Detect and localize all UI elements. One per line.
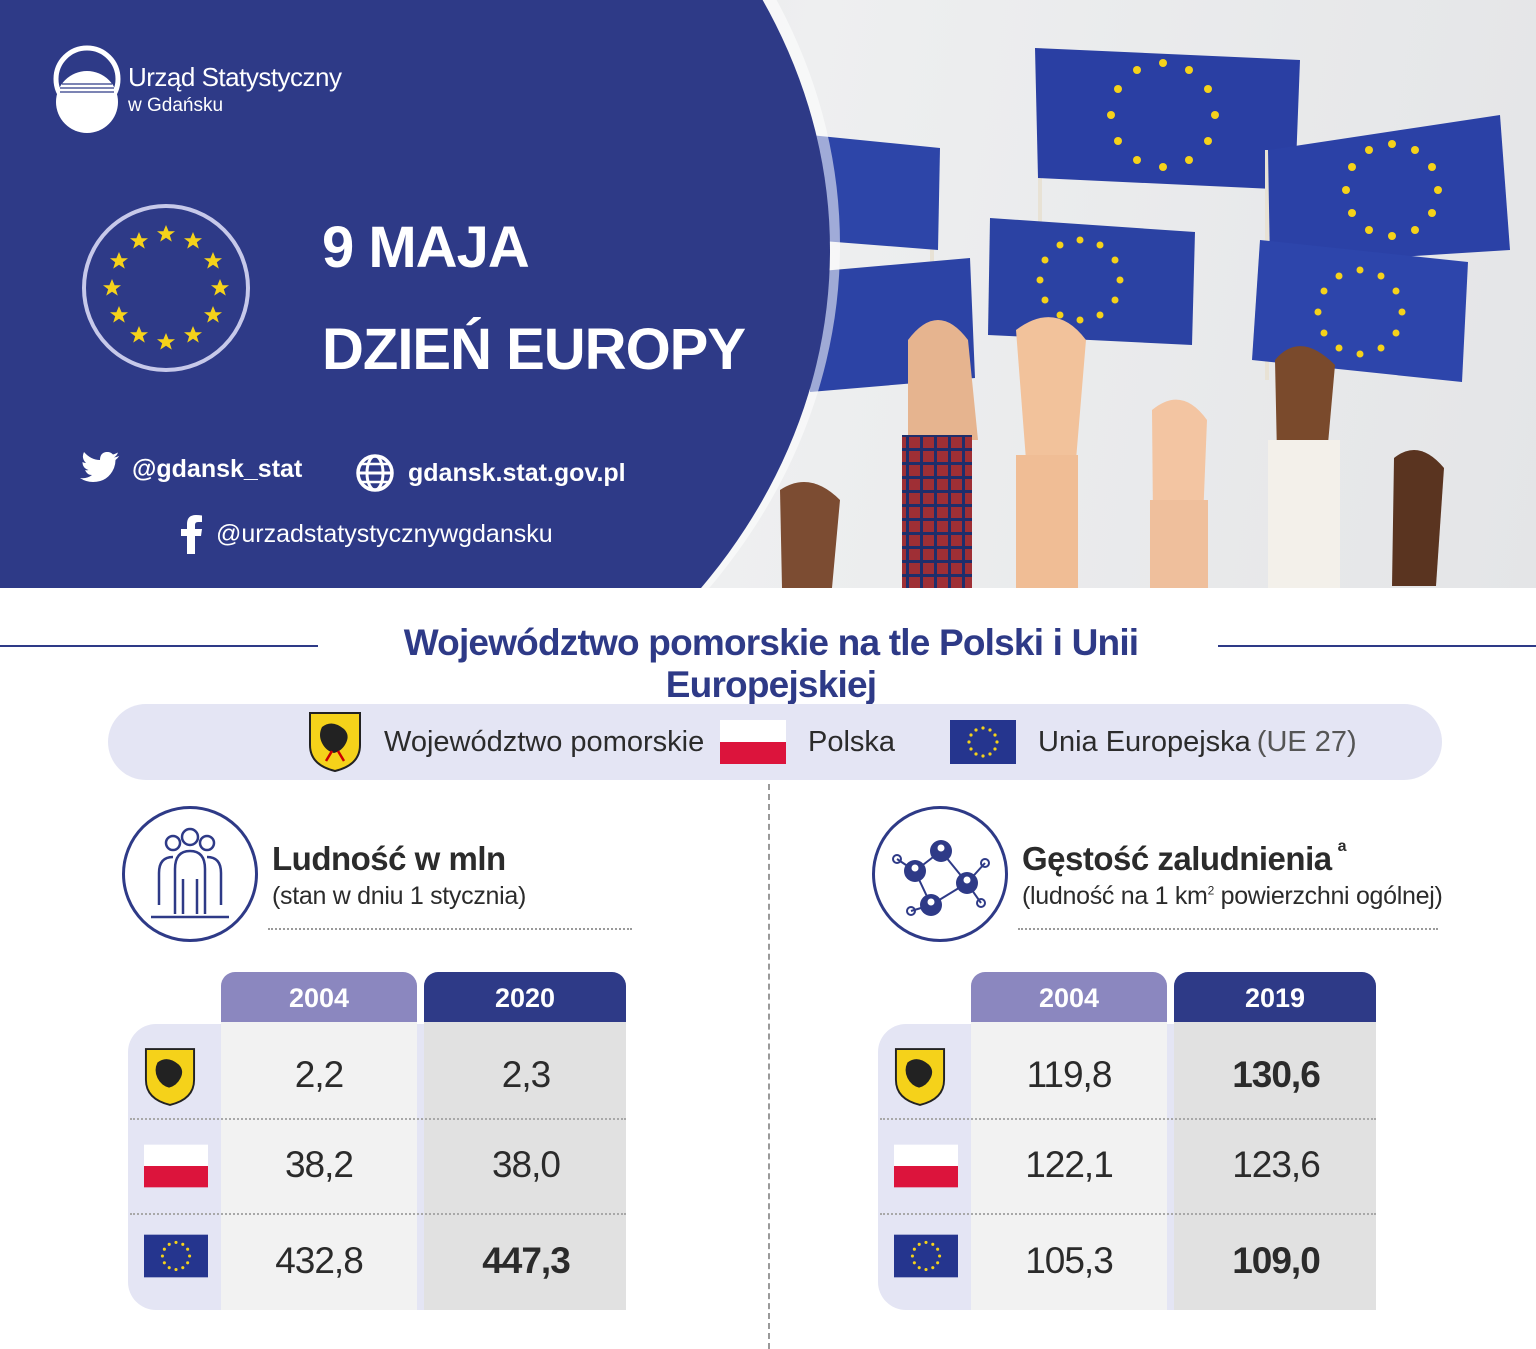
value-cell: 130,6 <box>1232 1054 1321 1095</box>
eu-stars-icon <box>103 225 229 350</box>
legend-item-ue: Unia Europejska (UE 27) <box>950 704 1357 780</box>
event-date: 9 MAJA <box>322 215 530 280</box>
office-logo-icon <box>53 45 121 133</box>
facebook-link[interactable]: @urzadstatystycznywgdansku <box>180 514 553 554</box>
section-title: Województwo pomorskie na tle Polski i Un… <box>403 622 1139 705</box>
column-2004: 2004 <box>221 972 417 1310</box>
flag-1 <box>1035 48 1300 348</box>
column-body <box>221 1022 417 1310</box>
flag-4 <box>988 218 1195 345</box>
column-2019: 2019 <box>1174 972 1376 1310</box>
eu-stars-emblem <box>82 204 250 372</box>
office-name-line1: Urząd Statystyczny <box>128 62 342 92</box>
polish-flag-icon <box>720 720 786 764</box>
density-title: Gęstość zaludnienia a <box>1022 838 1347 878</box>
website-url: gdansk.stat.gov.pl <box>408 458 626 487</box>
column-header: 2004 <box>221 972 417 1022</box>
legend-label-ue: Unia Europejska (UE 27) <box>1038 726 1357 759</box>
value-cell: 109,0 <box>1232 1240 1321 1281</box>
eu-flag-icon <box>950 720 1016 764</box>
facebook-icon <box>181 515 202 554</box>
header-banner: Urząd Statystyczny w Gdańsku 9 MAJA DZIE… <box>0 0 1536 588</box>
event-name: DZIEŃ EUROPY <box>322 317 746 382</box>
people-glyph <box>151 827 229 919</box>
row-separator <box>130 1118 626 1120</box>
title-rule-right <box>1218 645 1536 647</box>
value-cell: 105,3 <box>1025 1240 1114 1281</box>
value-cell: 2,2 <box>294 1054 344 1095</box>
office-name: Urząd Statystyczny w Gdańsku <box>128 62 342 117</box>
column-body <box>424 1022 626 1310</box>
legend-item-pomorskie: Województwo pomorskie <box>308 704 704 780</box>
density-subtitle-pre: (ludność na 1 km <box>1022 882 1208 910</box>
coat-of-arms-icon <box>894 1048 946 1106</box>
column-header: 2019 <box>1174 972 1376 1022</box>
column-body <box>971 1022 1167 1310</box>
website-link[interactable]: gdansk.stat.gov.pl <box>354 452 626 494</box>
people-icon <box>122 806 258 942</box>
title-underline <box>1018 928 1438 930</box>
density-footnote-mark: a <box>1337 838 1347 855</box>
column-header: 2004 <box>971 972 1167 1022</box>
facebook-handle: @urzadstatystycznywgdansku <box>216 519 553 548</box>
column-divider <box>768 784 770 1349</box>
legend-ue-name: Unia Europejska <box>1038 725 1251 758</box>
value-cell: 432,8 <box>275 1240 364 1281</box>
polish-flag-icon <box>894 1144 958 1188</box>
legend-label-polska: Polska <box>808 725 896 758</box>
density-panel: Gęstość zaludnienia a (ludność na 1 km2 p… <box>872 806 1512 1326</box>
column-header: 2020 <box>424 972 626 1022</box>
column-body <box>1174 1022 1376 1310</box>
row-separator <box>130 1213 626 1215</box>
legend-item-polska: Polska <box>720 704 895 780</box>
population-title: Ludność w mln <box>272 840 506 877</box>
eu-flag-icon <box>894 1234 958 1278</box>
polish-flag-icon <box>144 1144 208 1188</box>
title-rule-left <box>0 645 318 647</box>
flag-3 <box>810 135 940 350</box>
value-cell: 2,3 <box>501 1054 551 1095</box>
flag-5 <box>1252 240 1468 382</box>
raised-arms <box>780 317 1444 588</box>
network-glyph <box>892 840 990 916</box>
column-2004: 2004 <box>971 972 1167 1310</box>
density-subtitle-post: powierzchni ogólnej) <box>1213 882 1443 910</box>
office-name-line2: w Gdańsku <box>128 95 224 116</box>
title-underline <box>268 928 632 930</box>
eu-flag-icon <box>144 1234 208 1278</box>
population-subtitle: (stan w dniu 1 stycznia) <box>272 882 527 910</box>
column-2020: 2020 <box>424 972 626 1310</box>
flag-stars <box>1036 59 1442 358</box>
twitter-handle: @gdansk_stat <box>132 454 303 483</box>
value-cell: 123,6 <box>1232 1144 1321 1185</box>
value-cell: 122,1 <box>1025 1144 1114 1185</box>
row-separator <box>880 1118 1376 1120</box>
flags-photo <box>780 48 1510 588</box>
twitter-link[interactable]: @gdansk_stat <box>80 452 302 486</box>
twitter-icon <box>80 452 120 482</box>
value-cell: 447,3 <box>482 1240 571 1281</box>
network-icon <box>872 806 1008 942</box>
legend-label-pomorskie: Województwo pomorskie <box>384 725 705 758</box>
density-title-text: Gęstość zaludnienia <box>1022 840 1332 877</box>
legend: Województwo pomorskie Polska Unia Europe… <box>108 704 1442 780</box>
section-header: Województwo pomorskie na tle Polski i Un… <box>0 620 1536 705</box>
value-cell: 38,0 <box>491 1144 561 1185</box>
coat-of-arms-icon <box>144 1048 196 1106</box>
population-panel: Ludność w mln (stan w dniu 1 stycznia) 2… <box>122 806 762 1326</box>
row-separator <box>880 1213 1376 1215</box>
legend-ue-note: (UE 27) <box>1256 725 1357 758</box>
density-subtitle-sup: 2 <box>1207 883 1215 898</box>
density-subtitle: (ludność na 1 km2 powierzchni ogólnej) <box>1022 882 1443 911</box>
value-cell: 38,2 <box>284 1144 354 1185</box>
value-cell: 119,8 <box>1026 1054 1113 1095</box>
coat-of-arms-icon <box>309 712 361 773</box>
globe-icon <box>356 454 394 492</box>
